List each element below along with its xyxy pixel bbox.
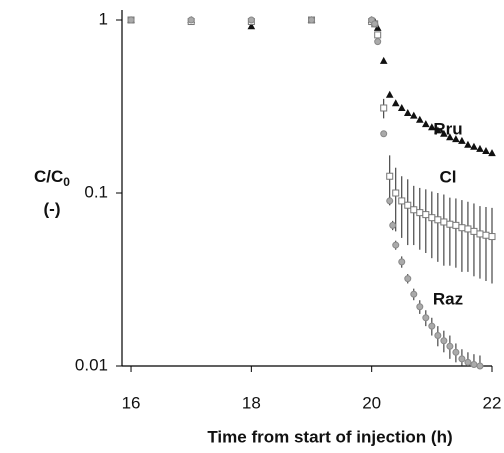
marker-circle — [458, 355, 466, 363]
marker-triangle — [422, 120, 430, 128]
series-label: Rru — [433, 119, 462, 138]
marker-square — [398, 197, 406, 205]
marker-circle — [371, 20, 379, 28]
marker-square — [482, 231, 490, 239]
x-tick-label: 20 — [362, 393, 381, 412]
marker-triangle — [247, 22, 256, 30]
series-label: Raz — [433, 289, 463, 308]
marker-square — [434, 216, 442, 224]
marker-circle — [398, 258, 406, 266]
x-tick-label: 18 — [242, 393, 261, 412]
marker-square — [452, 221, 460, 229]
marker-triangle — [403, 109, 412, 117]
marker-circle — [410, 290, 418, 298]
y-label-main: C/C — [34, 167, 63, 186]
marker-circle — [308, 16, 316, 24]
marker-square — [410, 206, 418, 214]
marker-square — [392, 189, 400, 197]
marker-triangle — [385, 90, 394, 98]
marker-triangle — [440, 129, 448, 137]
marker-triangle — [452, 135, 460, 143]
marker-triangle — [373, 23, 382, 31]
marker-square — [440, 218, 448, 226]
y-tick-label: 0.01 — [75, 355, 108, 374]
x-axis-label: Time from start of injection (h) — [207, 427, 452, 446]
y-tick-label: 0.1 — [84, 182, 108, 201]
marker-circle — [404, 275, 412, 283]
marker-circle — [416, 303, 424, 311]
marker-square — [476, 230, 484, 238]
marker-triangle — [488, 149, 496, 157]
marker-square — [428, 214, 436, 222]
marker-triangle — [470, 142, 478, 150]
marker-triangle — [379, 56, 388, 64]
marker-square — [458, 224, 466, 232]
marker-triangle — [397, 103, 406, 111]
marker-triangle — [409, 111, 418, 119]
y-label-subscript: 0 — [63, 175, 70, 189]
marker-triangle — [476, 144, 484, 152]
marker-circle — [392, 241, 400, 249]
marker-circle — [428, 322, 436, 330]
marker-circle — [374, 38, 382, 46]
marker-square — [386, 172, 394, 180]
marker-circle — [422, 314, 430, 322]
marker-circle — [470, 361, 478, 369]
marker-square — [488, 233, 496, 241]
marker-circle — [386, 197, 394, 205]
marker-triangle — [482, 146, 490, 154]
y-axis-unit: (-) — [44, 199, 61, 218]
marker-circle — [389, 221, 397, 229]
marker-triangle — [434, 126, 442, 134]
marker-circle — [247, 16, 255, 24]
x-tick-label: 22 — [483, 393, 502, 412]
marker-square — [416, 209, 424, 217]
marker-square — [404, 201, 412, 209]
marker-square — [374, 31, 382, 39]
marker-triangle — [428, 123, 436, 131]
marker-triangle — [391, 99, 400, 107]
marker-square — [470, 227, 478, 235]
series-label: Cl — [440, 167, 457, 186]
marker-triangle — [464, 140, 472, 148]
marker-circle — [380, 130, 388, 138]
y-axis-label: C/C0 — [34, 167, 70, 189]
marker-circle — [452, 348, 460, 356]
y-tick-label: 1 — [99, 9, 108, 28]
marker-circle — [464, 358, 472, 366]
marker-square — [422, 211, 430, 219]
marker-triangle — [416, 115, 424, 123]
marker-triangle — [446, 133, 454, 141]
marker-circle — [446, 342, 454, 350]
marker-square — [380, 104, 388, 112]
marker-triangle — [458, 136, 466, 144]
marker-circle — [187, 16, 195, 24]
x-tick-label: 16 — [122, 393, 141, 412]
marker-circle — [434, 332, 442, 340]
marker-square — [464, 225, 472, 233]
marker-circle — [127, 16, 135, 24]
marker-square — [446, 220, 454, 228]
marker-circle — [440, 337, 448, 345]
marker-circle — [476, 362, 484, 370]
